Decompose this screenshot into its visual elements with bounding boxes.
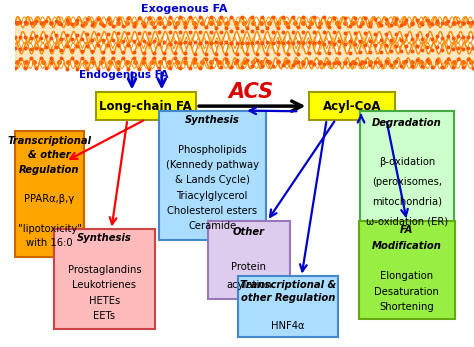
- Text: Other: Other: [233, 227, 265, 237]
- FancyBboxPatch shape: [15, 131, 83, 257]
- Text: Elongation: Elongation: [380, 271, 433, 281]
- FancyBboxPatch shape: [208, 221, 290, 299]
- Text: Endogenous FA: Endogenous FA: [79, 70, 169, 80]
- Text: Triacylglycerol: Triacylglycerol: [176, 191, 248, 201]
- Text: & Lands Cycle): & Lands Cycle): [175, 176, 250, 186]
- Text: other Regulation: other Regulation: [241, 293, 335, 303]
- Text: acylation: acylation: [226, 280, 272, 290]
- Text: Long-chain FA: Long-chain FA: [100, 100, 192, 113]
- Text: "lipotoxicity": "lipotoxicity": [18, 223, 82, 234]
- Text: HETEs: HETEs: [89, 296, 120, 306]
- Text: Cholesterol esters: Cholesterol esters: [167, 205, 257, 215]
- Text: Acyl-CoA: Acyl-CoA: [323, 100, 381, 113]
- Text: Degradation: Degradation: [372, 118, 442, 128]
- Text: Desaturation: Desaturation: [374, 287, 439, 297]
- Text: ACS: ACS: [228, 82, 273, 102]
- Text: Ceramide: Ceramide: [188, 221, 236, 231]
- FancyBboxPatch shape: [96, 92, 196, 120]
- Text: Shortening: Shortening: [380, 302, 434, 312]
- Text: with 16:0: with 16:0: [26, 238, 73, 248]
- Text: Protein: Protein: [231, 262, 266, 272]
- Text: Leukotrienes: Leukotrienes: [73, 280, 137, 290]
- Text: & other: & other: [28, 151, 71, 160]
- FancyBboxPatch shape: [309, 92, 395, 120]
- Text: Phospholipids: Phospholipids: [178, 145, 246, 155]
- Text: HNF4α: HNF4α: [271, 321, 304, 331]
- Text: Regulation: Regulation: [19, 165, 80, 175]
- Text: Transcriptional &: Transcriptional &: [240, 280, 336, 290]
- FancyBboxPatch shape: [359, 221, 455, 319]
- Text: PPARα,β,γ: PPARα,β,γ: [24, 194, 74, 204]
- Text: Modification: Modification: [372, 241, 442, 251]
- FancyBboxPatch shape: [55, 229, 155, 329]
- Text: Exogenous FA: Exogenous FA: [141, 4, 228, 14]
- Text: Synthesis: Synthesis: [185, 115, 239, 125]
- Text: (peroxisomes,: (peroxisomes,: [372, 177, 442, 187]
- Text: Prostaglandins: Prostaglandins: [68, 264, 141, 274]
- Text: EETs: EETs: [93, 312, 116, 321]
- FancyBboxPatch shape: [360, 111, 454, 240]
- Text: Transcriptional: Transcriptional: [8, 136, 91, 146]
- Text: FA: FA: [400, 225, 413, 235]
- FancyBboxPatch shape: [237, 277, 338, 337]
- Text: mitochondria): mitochondria): [372, 197, 442, 207]
- Text: (Kennedy pathway: (Kennedy pathway: [165, 160, 259, 170]
- FancyBboxPatch shape: [158, 111, 266, 240]
- Text: β-oxidation: β-oxidation: [379, 158, 435, 168]
- Text: ω-oxidation (ER): ω-oxidation (ER): [366, 217, 448, 227]
- Text: Synthesis: Synthesis: [77, 233, 132, 243]
